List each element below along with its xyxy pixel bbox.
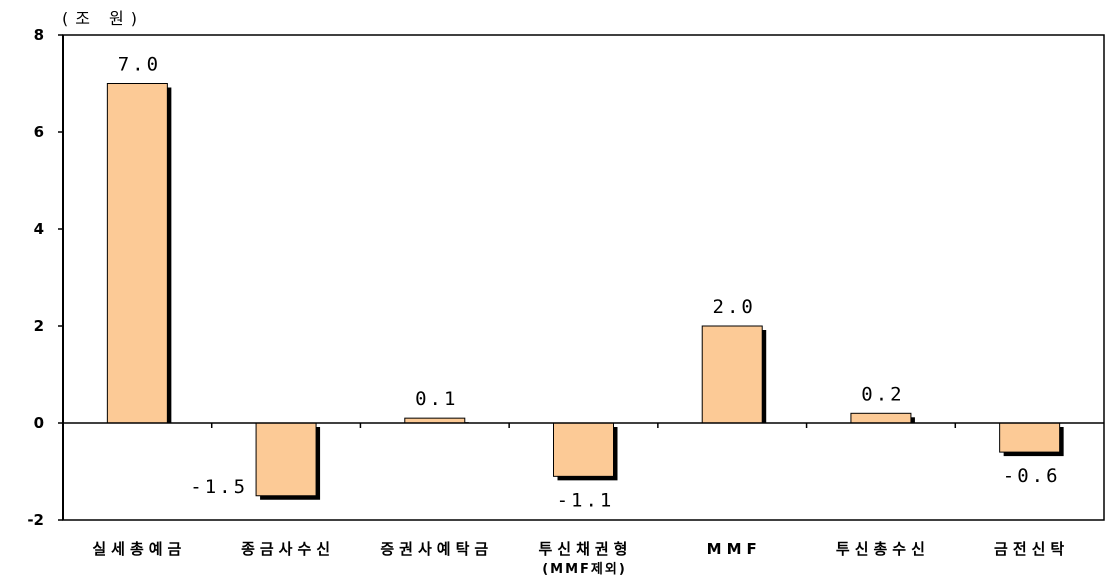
data-label: -0.6	[1003, 465, 1061, 487]
bar-group	[850, 412, 915, 424]
unit-label: (조 원)	[62, 9, 144, 28]
y-tick-label: 6	[34, 123, 44, 141]
bar	[701, 325, 763, 424]
data-label: 0.1	[415, 388, 458, 410]
plot-frame	[62, 34, 1105, 521]
bar	[999, 422, 1061, 453]
y-axis: 8 6 4 2 0 -2	[27, 26, 63, 529]
bar-group	[255, 422, 321, 500]
bar-group	[106, 83, 172, 424]
y-tick-label: 8	[34, 26, 44, 44]
data-label: 0.2	[861, 383, 904, 405]
x-tick-label: MMF	[707, 540, 762, 558]
x-tick-label: 투신총수신	[836, 540, 930, 558]
y-tick-label: -2	[27, 511, 44, 529]
bar-group	[999, 422, 1064, 457]
bar-group	[701, 325, 767, 424]
data-label: 7.0	[118, 54, 161, 76]
category-labels: 실세총예금 종금사수신 증권사예탁금 투신채권형 (MMF제외) MMF 투신총수신 금전신탁	[92, 540, 1069, 577]
bar-group	[553, 422, 618, 481]
y-tick-label: 4	[34, 220, 44, 238]
bar	[255, 422, 317, 497]
x-tick-label: 증권사예탁금	[380, 540, 493, 558]
x-tick-label: 투신채권형	[538, 540, 632, 558]
x-axis	[63, 422, 1104, 428]
data-label: -1.1	[557, 489, 615, 511]
data-label: -1.5	[190, 476, 248, 498]
y-tick-label: 2	[34, 317, 44, 335]
data-labels: 7.0 -1.5 0.1 -1.1 2.0 0.2 -0.6	[118, 54, 1061, 512]
data-label: 2.0	[713, 296, 756, 318]
y-tick-label: 0	[34, 414, 44, 432]
x-tick-label: 금전신탁	[994, 540, 1069, 558]
bars	[106, 83, 1064, 500]
bar	[106, 83, 168, 424]
x-tick-label: 실세총예금	[92, 540, 186, 558]
bar	[553, 422, 614, 477]
x-tick-label: 종금사수신	[241, 540, 335, 558]
bar	[850, 412, 912, 424]
x-tick-sublabel: (MMF제외)	[542, 561, 627, 577]
